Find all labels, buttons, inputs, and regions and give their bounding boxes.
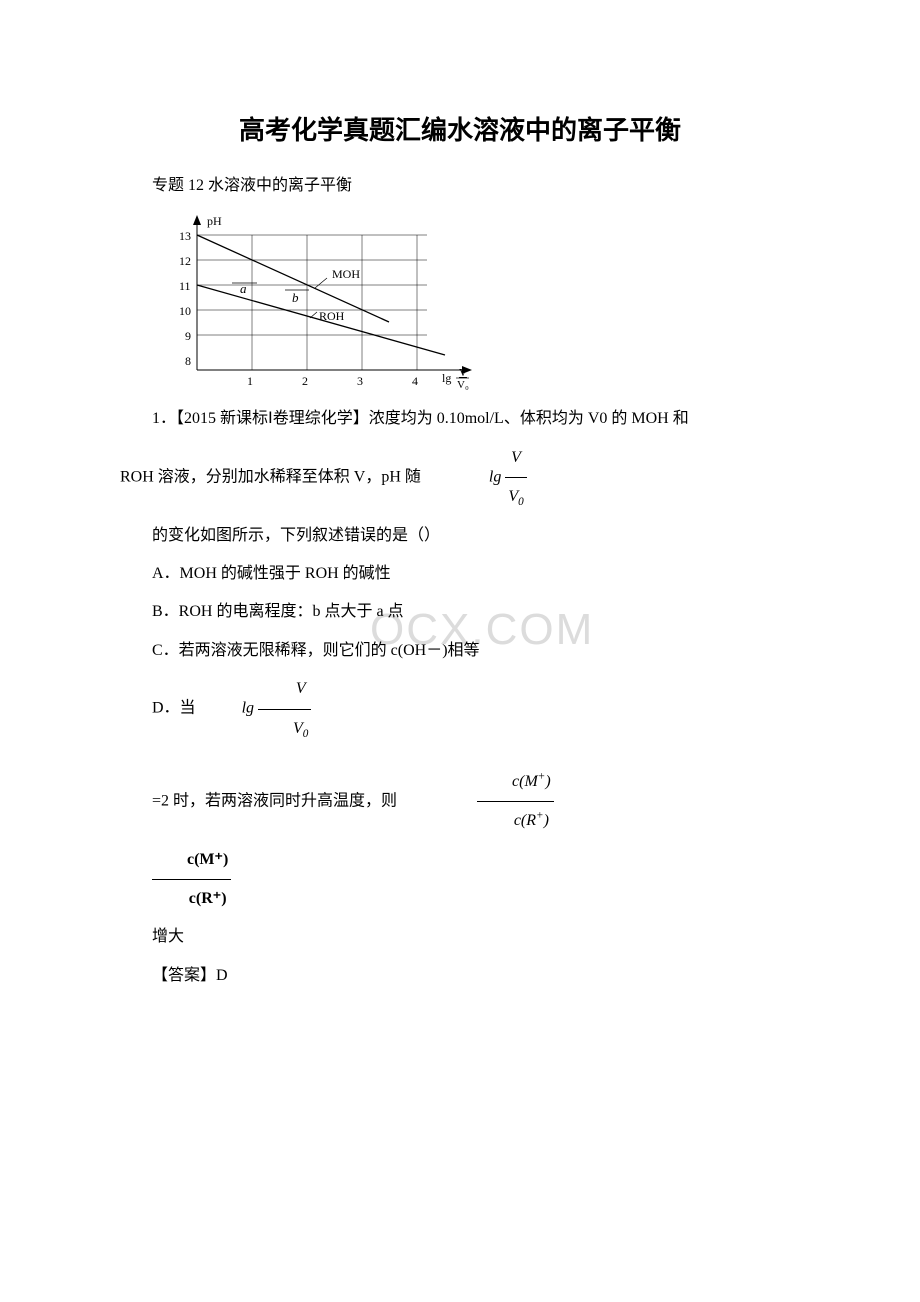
cr-den: c(R+)	[477, 802, 554, 840]
bold-cr: c(R⁺)	[152, 880, 231, 918]
option-d-prefix: D．当	[152, 700, 196, 717]
lg-text: lg	[489, 468, 501, 485]
svg-text:V: V	[459, 367, 467, 379]
option-a: A．MOH 的碱性强于 ROH 的碱性	[120, 555, 800, 593]
option-c: C．若两溶液无限稀释，则它们的 c(OH－)相等	[120, 632, 800, 670]
ph-graph: pH 13 12 11 10 9 8	[152, 210, 800, 395]
svg-text:lg: lg	[442, 371, 451, 385]
svg-text:b: b	[292, 290, 299, 305]
intro-2-text: ROH 溶液，分别加水稀释至体积 V，pH 随	[120, 468, 421, 485]
svg-text:4: 4	[412, 374, 418, 388]
option-b: B．ROH 的电离程度：b 点大于 a 点	[120, 593, 800, 631]
frac-num-v: V	[505, 439, 526, 478]
svg-text:8: 8	[185, 354, 191, 368]
frac-num-v-2: V	[258, 670, 311, 709]
svg-text:3: 3	[357, 374, 363, 388]
svg-text:MOH: MOH	[332, 267, 360, 281]
svg-text:1: 1	[247, 374, 253, 388]
svg-text:2: 2	[302, 374, 308, 388]
cm-num: c(M+)	[477, 763, 554, 802]
question-intro-3: 的变化如图所示，下列叙述错误的是（）	[120, 517, 800, 555]
frac-den-v0: V0	[505, 478, 526, 516]
option-d-line2: =2 时，若两溶液同时升高温度，则 c(M+) c(R+)	[120, 763, 800, 841]
svg-text:12: 12	[179, 254, 191, 268]
graph-svg: pH 13 12 11 10 9 8	[152, 210, 492, 390]
svg-text:V₀: V₀	[457, 379, 469, 390]
bold-cm: c(M⁺)	[152, 841, 231, 880]
zengda: 增大	[120, 918, 800, 956]
question-intro-1: 1．【2015 新课标Ⅰ卷理综化学】浓度均为 0.10mol/L、体积均为 V0…	[120, 400, 800, 438]
page-title: 高考化学真题汇编水溶液中的离子平衡	[120, 110, 800, 147]
answer: 【答案】D	[120, 957, 800, 995]
lg-formula-1: lg V V0	[489, 439, 527, 517]
question-intro-2: ROH 溶液，分别加水稀释至体积 V，pH 随 lg V V0	[120, 439, 800, 517]
svg-text:ROH: ROH	[319, 309, 345, 323]
document-content: 高考化学真题汇编水溶液中的离子平衡 专题 12 水溶液中的离子平衡 pH 13 …	[120, 110, 800, 995]
svg-text:9: 9	[185, 329, 191, 343]
option-d-line1: D．当 lg V V0	[120, 670, 800, 748]
svg-text:11: 11	[179, 279, 191, 293]
option-d-part2: =2 时，若两溶液同时升高温度，则	[152, 792, 397, 809]
subtitle: 专题 12 水溶液中的离子平衡	[120, 167, 800, 205]
cm-cr-formula: c(M+) c(R+)	[445, 763, 554, 841]
lg-text-2: lg	[242, 700, 254, 717]
svg-text:13: 13	[179, 229, 191, 243]
frac-den-v0-2: V0	[258, 710, 311, 748]
svg-text:pH: pH	[207, 214, 222, 228]
bold-frac-block: c(M⁺) c(R⁺)	[120, 841, 800, 919]
lg-formula-2: lg V V0	[210, 670, 312, 748]
svg-text:10: 10	[179, 304, 191, 318]
